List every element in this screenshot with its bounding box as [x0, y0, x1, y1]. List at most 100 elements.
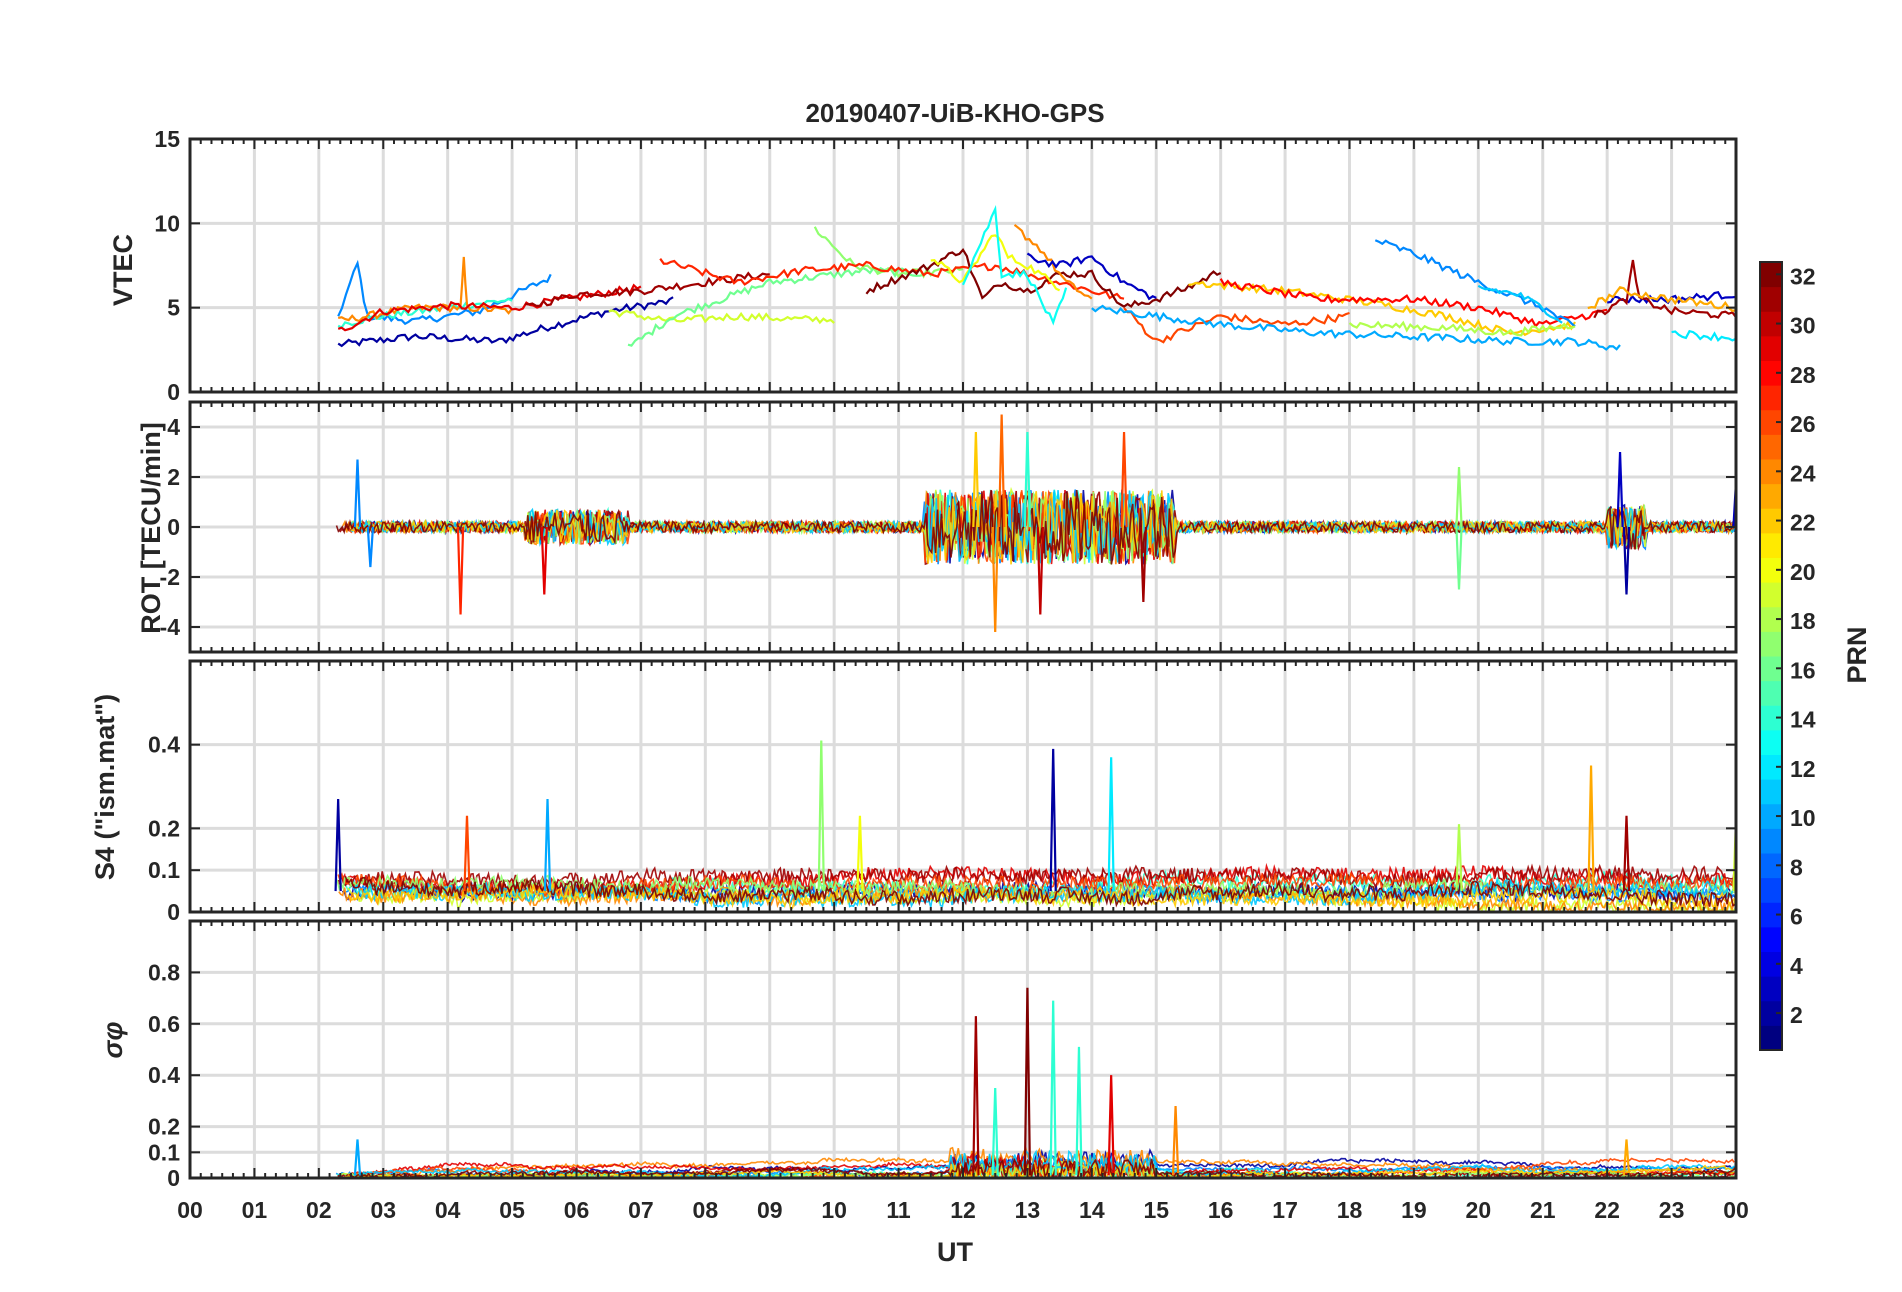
x-tick-label: 08: [693, 1197, 719, 1223]
vtec-series-line: [608, 309, 835, 325]
x-tick-label: 10: [821, 1197, 847, 1223]
colorbar-segment: [1760, 656, 1782, 682]
colorbar-segment: [1760, 557, 1782, 583]
colorbar-segment: [1760, 483, 1782, 509]
noise-series-line: [344, 875, 1736, 909]
vtec-series-line: [659, 258, 1125, 300]
peak-spike: [463, 815, 471, 892]
x-tick-label: 23: [1659, 1197, 1685, 1223]
peak-spike: [972, 431, 980, 528]
peak-spike: [1732, 481, 1736, 528]
axis-vtec: 0 5 10 15: [154, 126, 1738, 405]
colorbar-segment: [1760, 508, 1782, 534]
vtec-series-line: [1587, 286, 1736, 313]
grid-sigma-phi: [190, 921, 1736, 1180]
peak-spike: [1587, 765, 1595, 892]
ylabel-sigma-phi: σφ: [98, 1022, 128, 1059]
chart-title: 20190407-UiB-KHO-GPS: [805, 98, 1104, 128]
colorbar-frame: [1759, 261, 1783, 1051]
vtec-series-line: [1123, 307, 1350, 344]
colorbar-segment: [1760, 705, 1782, 731]
y-tick-label: 10: [154, 210, 180, 236]
colorbar-segment: [1760, 779, 1782, 805]
noise-series-line: [337, 863, 1736, 890]
vtec-series-line: [930, 234, 1061, 292]
y-tick-label: -2: [160, 564, 180, 590]
peak-spike: [543, 799, 552, 892]
colorbar-segment: [1760, 754, 1782, 780]
ylabel-vtec: VTEC: [108, 234, 138, 306]
colorbar-segment: [1760, 877, 1782, 903]
x-tick-label: 01: [242, 1197, 268, 1223]
colorbar-segment: [1760, 532, 1782, 558]
y-tick-label: 15: [154, 126, 180, 152]
colorbar-tick-label: 20: [1790, 559, 1816, 585]
peak-spike: [1023, 987, 1032, 1176]
vtec-series-line: [1671, 329, 1736, 342]
colorbar-tick-label: 22: [1790, 510, 1816, 536]
vtec-series-line: [865, 247, 1222, 309]
vtec-series-line: [1013, 224, 1093, 300]
colorbar-segment: [1760, 286, 1782, 312]
y-tick-label: 0.8: [148, 959, 180, 985]
peak-spike: [334, 799, 342, 892]
peak-spike: [1622, 526, 1631, 595]
vtec-series-line: [1348, 320, 1576, 337]
y-tick-label: 4: [167, 414, 180, 440]
x-tick-label: 00: [1723, 1197, 1749, 1223]
series-rot: [335, 414, 1736, 633]
peak-spike: [972, 1016, 980, 1176]
peak-spike: [366, 526, 375, 568]
vtec-series-line: [1477, 284, 1563, 324]
colorbar-tick-label: 12: [1790, 756, 1816, 782]
colorbar-segment: [1760, 729, 1782, 755]
x-tick-label: 17: [1272, 1197, 1298, 1223]
y-tick-label: 0.6: [148, 1011, 180, 1037]
panel-sigma-phi: 00.10.2 0.4 0.6 0.8 σφ: [98, 919, 1738, 1191]
peak-spike: [1049, 1000, 1057, 1176]
x-tick-label: 04: [435, 1197, 461, 1223]
colorbar-tick-label: 16: [1790, 657, 1816, 683]
colorbar-tick-label: 10: [1790, 805, 1816, 831]
colorbar-segment: [1760, 828, 1782, 854]
vtec-series-line: [961, 204, 1068, 326]
x-tick-label: 09: [757, 1197, 783, 1223]
colorbar-segment: [1760, 335, 1782, 361]
x-tick-label: 00: [177, 1197, 203, 1223]
colorbar-segment: [1760, 582, 1782, 608]
x-tick-label: 22: [1594, 1197, 1620, 1223]
peak-spike: [456, 526, 465, 615]
peak-spike: [1023, 431, 1032, 528]
colorbar-segment: [1760, 434, 1782, 460]
peak-spike: [1036, 526, 1044, 615]
y-tick-label: 2: [167, 464, 180, 490]
peak-spike: [1107, 757, 1115, 892]
peak-spike: [1139, 526, 1148, 603]
x-tick-label: 13: [1015, 1197, 1041, 1223]
colorbar-tick-label: 18: [1790, 608, 1816, 634]
peak-spike: [1049, 748, 1057, 892]
y-tick-label: 5: [167, 295, 180, 321]
colorbar-tick-label: 6: [1790, 904, 1803, 930]
x-tick-label: 16: [1208, 1197, 1234, 1223]
colorbar-segment: [1760, 262, 1782, 288]
series-s4: [334, 740, 1736, 912]
colorbar-segment: [1760, 680, 1782, 706]
y-tick-label: 0: [167, 514, 180, 540]
vtec-series-line: [1188, 280, 1576, 337]
vtec-series-line: [524, 271, 770, 308]
y-tick-label: 0: [167, 379, 180, 405]
vtec-series-line: [337, 296, 674, 348]
colorbar-tick-label: 24: [1790, 460, 1816, 486]
colorbar-segment: [1760, 803, 1782, 829]
axis-rot: -4 -2 0 2 4: [160, 400, 1738, 654]
y-tick-label: 0.2: [148, 1114, 180, 1140]
colorbar-tick-label: 28: [1790, 362, 1816, 388]
colorbar-tick-label: 8: [1790, 854, 1803, 880]
series-vtec: [337, 204, 1736, 351]
peak-spike: [991, 1088, 999, 1176]
colorbar-segment: [1760, 951, 1782, 977]
x-tick-label: 06: [564, 1197, 590, 1223]
y-tick-label: 0.2: [148, 815, 180, 841]
